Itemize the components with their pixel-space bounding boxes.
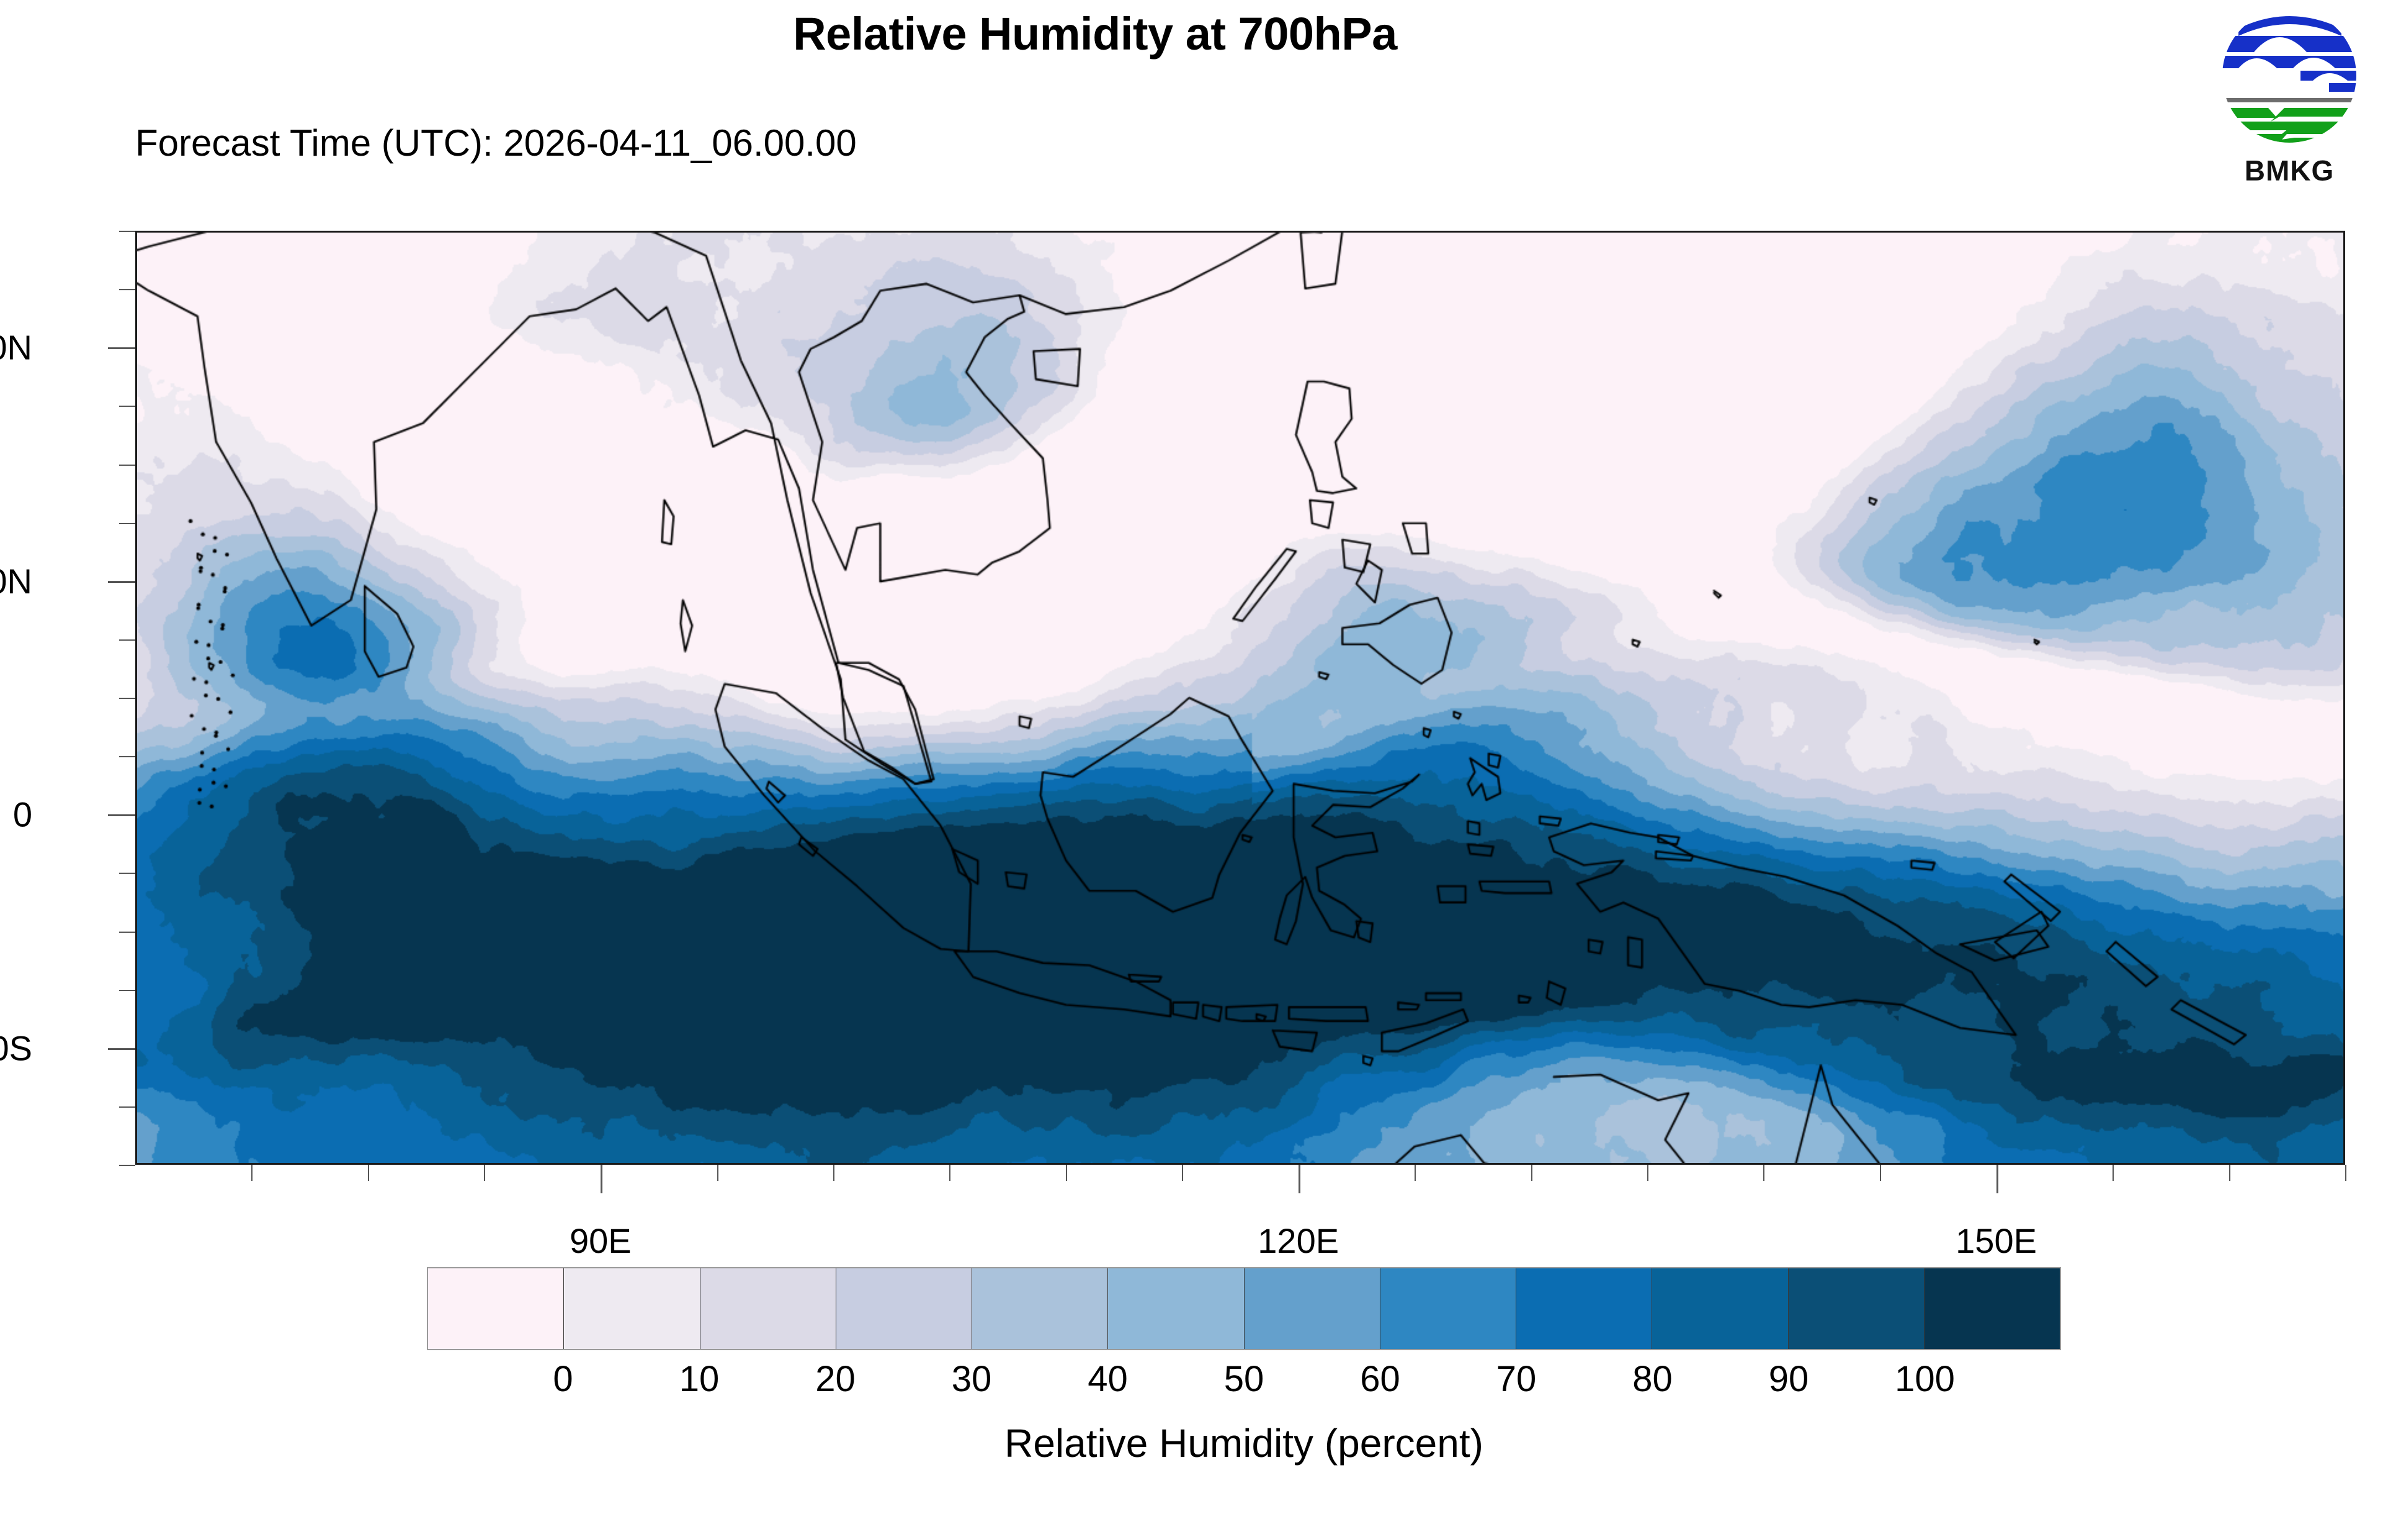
colorbar-band-10	[1788, 1268, 1925, 1349]
page-title: Relative Humidity at 700hPa	[793, 8, 1397, 60]
x-minor-tick	[1647, 1165, 1649, 1181]
colorbar-band-5	[1108, 1268, 1245, 1349]
colorbar-tick-50: 50	[1223, 1359, 1264, 1399]
colorbar-band-0	[428, 1268, 565, 1349]
map-frame	[135, 231, 2345, 1165]
colorbar-tick-80: 80	[1632, 1359, 1673, 1399]
x-minor-tick	[1415, 1165, 1416, 1181]
y-minor-tick	[119, 522, 135, 524]
colorbar-tick-0: 0	[553, 1359, 573, 1399]
colorbar[interactable]	[427, 1267, 2061, 1350]
colorbar-band-8	[1516, 1268, 1653, 1349]
colorbar-band-11	[1924, 1268, 2060, 1349]
colorbar-band-7	[1380, 1268, 1516, 1349]
y-minor-tick	[119, 756, 135, 758]
x-major-tick	[600, 1165, 602, 1193]
y-major-tick	[108, 581, 135, 583]
colorbar-band-4	[972, 1268, 1109, 1349]
x-minor-tick	[484, 1165, 486, 1181]
x-minor-tick	[1763, 1165, 1765, 1181]
y-axis-label-10N: 10N	[0, 561, 32, 601]
y-minor-tick	[119, 406, 135, 407]
colorbar-band-9	[1652, 1268, 1789, 1349]
y-major-tick	[108, 347, 135, 350]
x-minor-tick	[2229, 1165, 2230, 1181]
colorbar-tick-20: 20	[815, 1359, 856, 1399]
x-major-tick	[1996, 1165, 1998, 1193]
y-minor-tick	[119, 931, 135, 933]
colorbar-band-3	[836, 1268, 972, 1349]
x-axis-label-120E: 120E	[1258, 1221, 1339, 1260]
y-axis-label-10S: 10S	[0, 1028, 32, 1068]
bmkg-logo-icon	[2222, 16, 2356, 143]
colorbar-band-1	[564, 1268, 700, 1349]
bmkg-logo-text: BMKG	[2244, 154, 2335, 187]
y-minor-tick	[119, 289, 135, 291]
bmkg-logo: BMKG	[2206, 6, 2372, 205]
y-minor-tick	[119, 1106, 135, 1108]
x-minor-tick	[833, 1165, 834, 1181]
x-minor-tick	[1531, 1165, 1532, 1181]
x-minor-tick	[717, 1165, 718, 1181]
y-minor-tick	[119, 873, 135, 875]
colorbar-bands	[427, 1267, 2061, 1350]
map-plot-area[interactable]	[108, 231, 2346, 1193]
y-minor-tick	[119, 639, 135, 641]
x-minor-tick	[251, 1165, 253, 1181]
x-axis-label-150E: 150E	[1956, 1221, 2037, 1260]
y-minor-tick	[119, 464, 135, 466]
colorbar-tick-100: 100	[1895, 1359, 1955, 1399]
x-minor-tick	[949, 1165, 951, 1181]
x-minor-tick	[2112, 1165, 2114, 1181]
x-minor-tick	[1182, 1165, 1184, 1181]
y-minor-tick	[119, 698, 135, 699]
colorbar-title: Relative Humidity (percent)	[1004, 1421, 1483, 1466]
y-minor-tick	[119, 1165, 135, 1166]
forecast-time-label: Forecast Time (UTC): 2026-04-11_06.00.00	[135, 122, 857, 164]
y-minor-tick	[119, 989, 135, 991]
y-major-tick	[108, 814, 135, 817]
x-minor-tick	[2345, 1165, 2346, 1181]
colorbar-band-2	[700, 1268, 836, 1349]
colorbar-tick-70: 70	[1496, 1359, 1537, 1399]
colorbar-band-6	[1244, 1268, 1380, 1349]
humidity-heatmap-canvas	[137, 233, 2343, 1163]
colorbar-tick-10: 10	[679, 1359, 720, 1399]
x-axis-label-90E: 90E	[569, 1221, 632, 1260]
colorbar-tick-90: 90	[1768, 1359, 1809, 1399]
x-minor-tick	[1880, 1165, 1882, 1181]
colorbar-tick-30: 30	[951, 1359, 992, 1399]
colorbar-tick-60: 60	[1360, 1359, 1400, 1399]
x-major-tick	[1298, 1165, 1300, 1193]
y-axis-label-0: 0	[12, 794, 32, 834]
x-minor-tick	[1065, 1165, 1067, 1181]
y-minor-tick	[119, 231, 135, 232]
y-major-tick	[108, 1048, 135, 1050]
colorbar-tick-40: 40	[1088, 1359, 1128, 1399]
y-axis-label-20N: 20N	[0, 327, 32, 367]
x-minor-tick	[368, 1165, 370, 1181]
